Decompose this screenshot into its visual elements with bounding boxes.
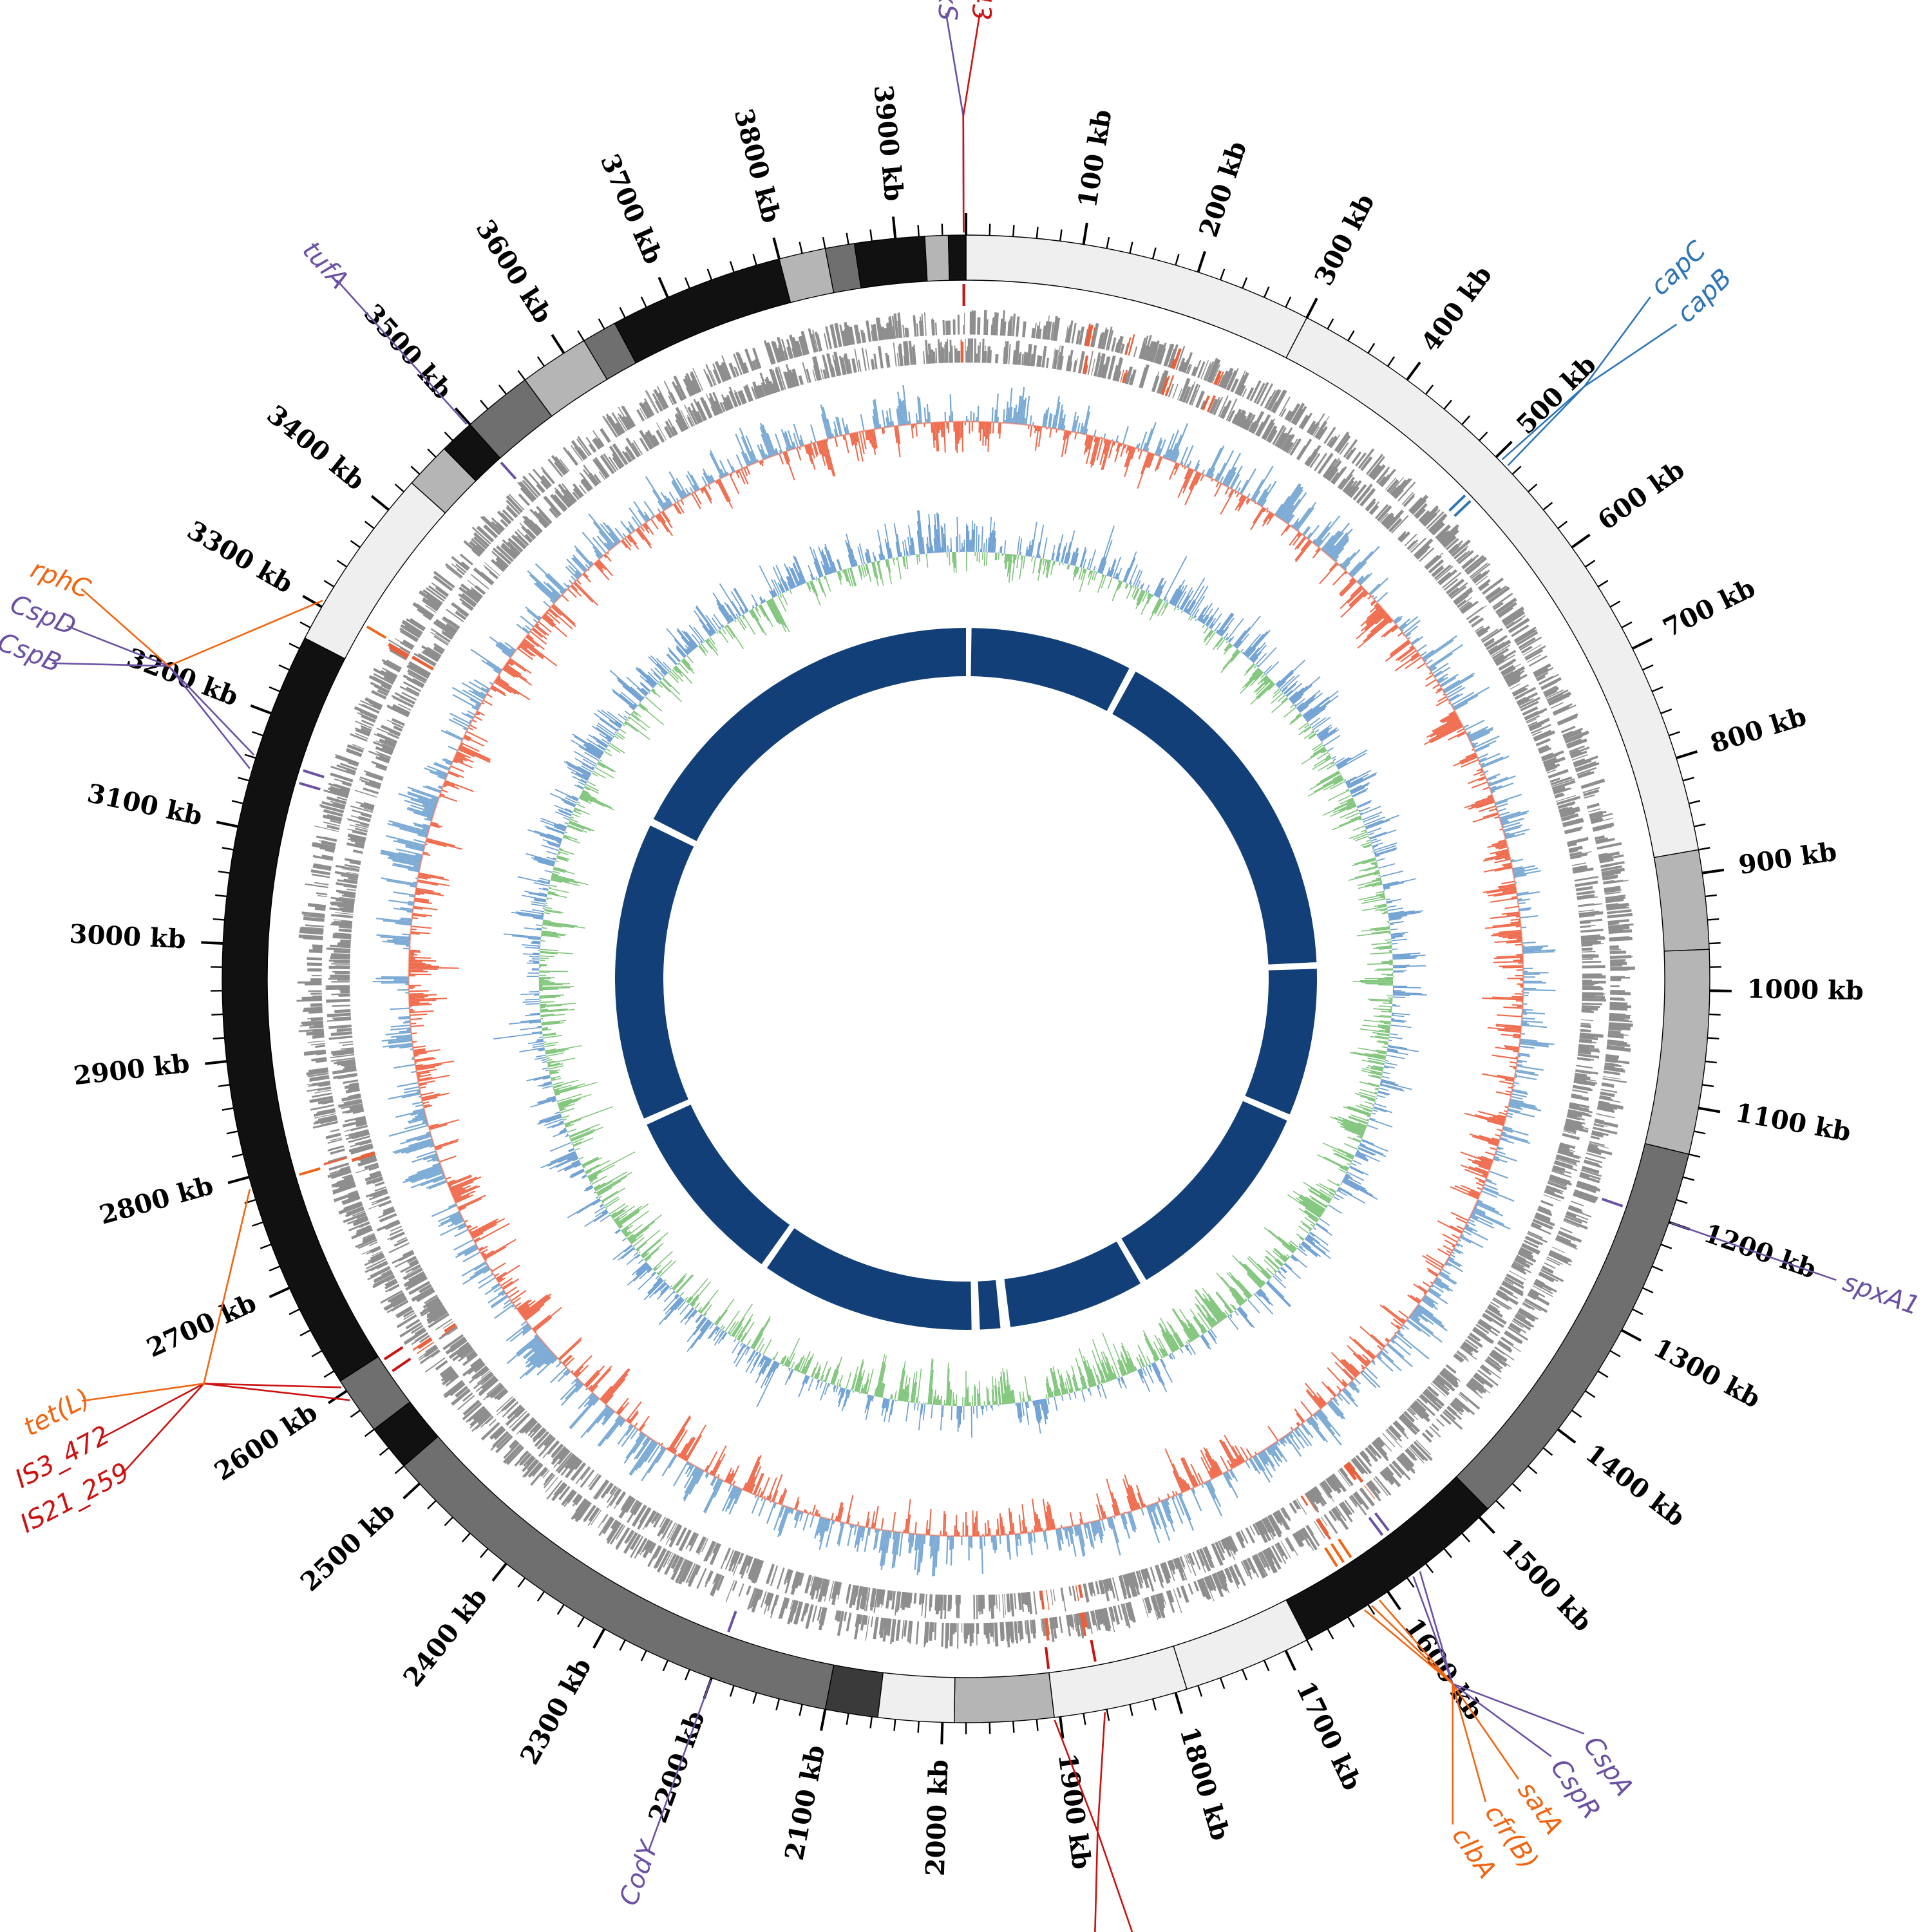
axis-tick-label: 200 kb — [1193, 138, 1253, 241]
axis-tick-label: 3000 kb — [69, 919, 187, 955]
axis-tick-label: 3300 kb — [182, 515, 298, 600]
axis-tick-label: 1500 kb — [1496, 1532, 1598, 1637]
annotation-leader — [962, 12, 981, 233]
axis-tick-label: 1700 kb — [1290, 1677, 1367, 1795]
axis-tick-label: 1600 kb — [1398, 1613, 1489, 1726]
gene-annotation-label: spxA1 — [1839, 1267, 1924, 1321]
annotation-leader-lines — [52, 12, 1837, 1932]
annotation-leader — [1097, 1712, 1133, 1932]
axis-tick-label: 2600 kb — [209, 1397, 323, 1486]
gene-annotation-label: spxS — [933, 0, 962, 21]
axis-tick-label: 400 kb — [1415, 260, 1498, 357]
contig-ring — [222, 234, 1710, 1723]
annotation-locus-tick — [1601, 1197, 1624, 1208]
axis-tick-label: 900 kb — [1737, 837, 1839, 880]
annotation-leader — [648, 1680, 712, 1851]
axis-tick-label: 1000 kb — [1747, 974, 1864, 1006]
axis-tick-label: 800 kb — [1707, 701, 1810, 759]
axis-tick-label: 2200 kb — [643, 1707, 711, 1827]
annotation-locus-tick — [392, 1358, 412, 1372]
annotation-locus-tick — [1454, 500, 1472, 517]
annotation-locus-tick — [1090, 1640, 1097, 1662]
axis-tick-label: 1100 kb — [1733, 1097, 1853, 1148]
axis-tick-label: 3100 kb — [85, 778, 205, 831]
gene-annotation-label: CodY — [614, 1835, 665, 1909]
axis-tick-label: 2700 kb — [142, 1287, 261, 1363]
annotation-locus-tick — [383, 1346, 404, 1361]
annotation-locus-tick — [299, 1167, 321, 1176]
axis-tick-label: 2800 kb — [96, 1170, 216, 1231]
annotation-locus-tick — [500, 461, 517, 480]
gc-skew-ring — [493, 510, 1427, 1438]
axis-tick-label: 2900 kb — [72, 1048, 191, 1092]
axis-tick-label: 2400 kb — [397, 1582, 493, 1692]
annotation-locus-tick — [1331, 1543, 1345, 1563]
axis-tick-label: 3500 kb — [358, 298, 459, 405]
axis-tick-label: 3400 kb — [261, 399, 370, 497]
axis-tick-label: 2000 kb — [920, 1759, 954, 1877]
annotation-locus-tick — [366, 625, 387, 639]
gene-annotation-label: IS3_543 — [966, 0, 996, 21]
gc-content-ring — [372, 385, 1556, 1577]
axis-tick-label: 1200 kb — [1700, 1218, 1820, 1285]
axis-tick-label: 500 kb — [1511, 349, 1602, 440]
annotation-locus-tick — [1338, 1538, 1352, 1558]
axis-tick-label: 3200 kb — [123, 642, 243, 712]
axis-tick-label: 1400 kb — [1580, 1438, 1690, 1533]
axis-tick-label: 700 kb — [1658, 573, 1760, 643]
axis-tick-label: 2300 kb — [515, 1653, 598, 1770]
gene-annotation-label: tufA — [296, 236, 354, 295]
axis-tick-label: 2100 kb — [779, 1743, 831, 1863]
gene-ring — [296, 309, 1636, 1649]
annotation-leader — [336, 279, 468, 425]
axis-tick-label: 3700 kb — [594, 149, 669, 269]
annotation-leader — [1054, 1719, 1099, 1932]
annotation-locus-tick — [727, 1611, 737, 1633]
annotation-locus-tick — [303, 769, 325, 779]
axis-tick-label: 3900 kb — [868, 84, 909, 203]
annotation-leader — [1671, 1222, 1837, 1281]
annotation-leader — [1364, 1609, 1454, 1825]
axis-tick-label: 600 kb — [1592, 455, 1690, 536]
annotation-locus-tick — [1374, 1512, 1390, 1531]
axis-tick-label: 100 kb — [1072, 108, 1118, 210]
annotation-leader — [81, 1189, 251, 1402]
axis-tick-label: 1800 kb — [1174, 1723, 1236, 1844]
annotation-locus-tick — [1324, 1547, 1338, 1567]
annotation-locus-tick — [1368, 1517, 1384, 1536]
annotation-locus-tick — [299, 782, 321, 791]
annotation-leader — [945, 12, 965, 233]
axis-tick-label: 3800 kb — [728, 106, 787, 226]
axis-tick-label: 3600 kb — [470, 214, 558, 329]
axis-tick-label: 1300 kb — [1649, 1332, 1766, 1414]
axis-tick-label: 300 kb — [1309, 189, 1381, 290]
inner-reference-ring — [614, 628, 1317, 1330]
annotation-leader — [1507, 323, 1678, 466]
axis-tick-label: 2500 kb — [295, 1496, 401, 1597]
annotation-locus-tick — [1448, 494, 1466, 512]
annotation-leader — [80, 588, 323, 667]
annotation-tick-marks — [299, 283, 1624, 1669]
annotation-locus-tick — [1045, 1647, 1050, 1669]
